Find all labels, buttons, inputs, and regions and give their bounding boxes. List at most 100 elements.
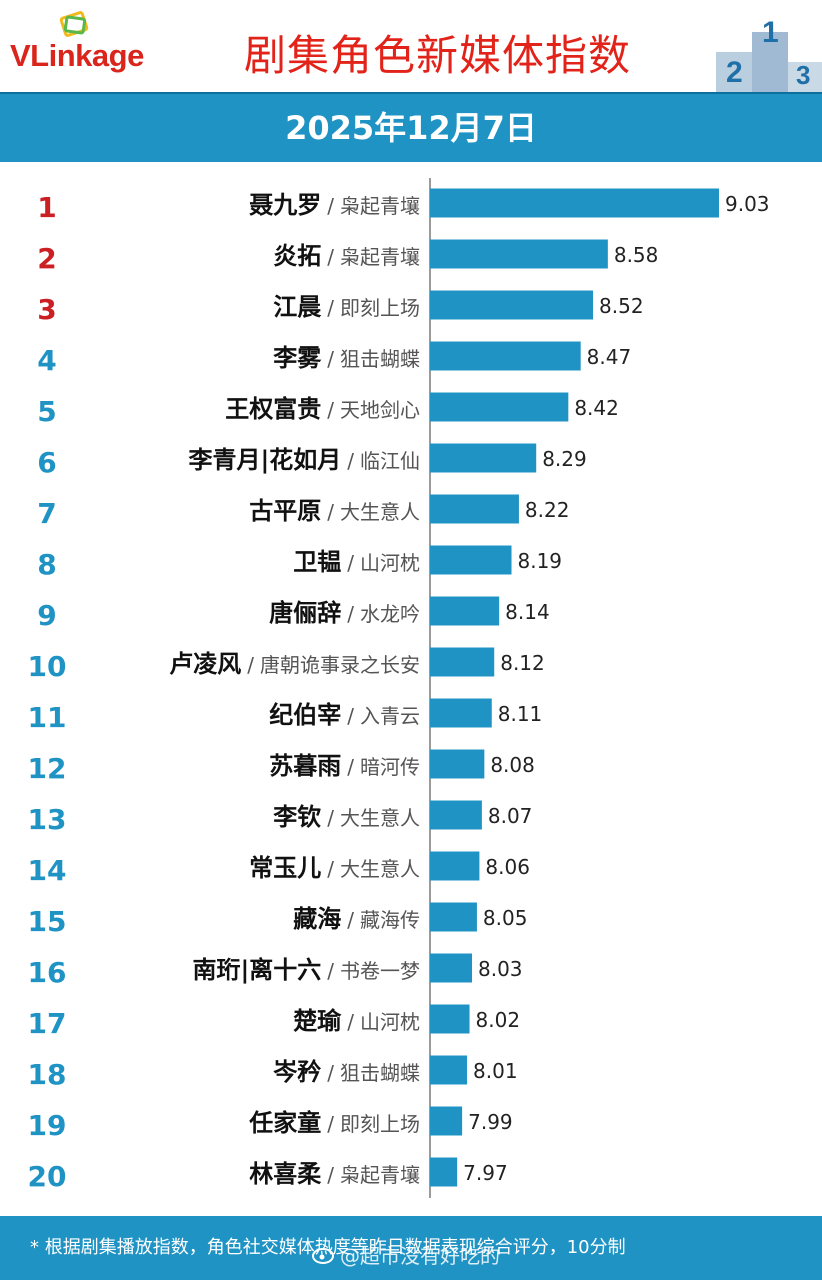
drama-separator: / <box>327 1112 334 1136</box>
footer-note: * 根据剧集播放指数，角色社交媒体热度等昨日数据表现综合评分，10分制 <box>30 1237 626 1258</box>
drama-name: 大生意人 <box>340 500 420 524</box>
value-label: 8.08 <box>490 753 535 777</box>
logo-text: VLinkage <box>10 38 144 73</box>
drama-separator: / <box>327 398 334 422</box>
bar <box>430 596 500 626</box>
character-name: 卫韫 <box>293 548 341 576</box>
vlinkage-logo: VLinkage <box>10 11 144 76</box>
value-label: 8.42 <box>574 396 619 420</box>
rank-label: 5 <box>37 395 56 428</box>
drama-name: 水龙吟 <box>360 602 420 626</box>
category-label: 岑矜 / 狙击蝴蝶 <box>273 1058 420 1086</box>
character-name: 岑矜 <box>273 1058 321 1086</box>
rank-label: 11 <box>28 701 67 734</box>
character-name: 楚瑜 <box>293 1007 342 1035</box>
category-label: 炎拓 / 枭起青壤 <box>273 242 420 270</box>
value-label: 8.07 <box>488 804 533 828</box>
drama-name: 即刻上场 <box>340 1112 420 1136</box>
category-label: 李青月|花如月 / 临江仙 <box>188 446 420 474</box>
drama-name: 入青云 <box>360 704 420 728</box>
category-label: 常玉儿 / 大生意人 <box>249 854 420 882</box>
character-name: 藏海 <box>293 905 341 933</box>
drama-separator: / <box>327 1061 334 1085</box>
value-label: 9.03 <box>725 192 770 216</box>
bar <box>430 749 485 779</box>
value-label: 8.12 <box>500 651 545 675</box>
character-name: 卢凌风 <box>169 650 241 678</box>
rank-label: 17 <box>28 1007 67 1040</box>
drama-name: 天地剑心 <box>340 398 420 422</box>
drama-separator: / <box>347 1010 354 1034</box>
value-label: 8.01 <box>473 1059 518 1083</box>
bar <box>430 239 608 269</box>
bar <box>430 1157 458 1187</box>
character-name: 南珩|离十六 <box>192 956 321 984</box>
drama-name: 书卷一梦 <box>340 959 420 983</box>
bar <box>430 647 495 677</box>
bar <box>430 953 472 983</box>
category-label: 卫韫 / 山河枕 <box>293 548 420 576</box>
rank-label: 12 <box>28 752 67 785</box>
category-label: 林喜柔 / 枭起青壤 <box>249 1160 420 1188</box>
bar <box>430 1055 468 1085</box>
drama-separator: / <box>327 959 334 983</box>
date-label: 2025年12月7日 <box>285 109 537 147</box>
drama-name: 山河枕 <box>360 551 420 575</box>
bar <box>430 1004 470 1034</box>
drama-separator: / <box>347 755 354 779</box>
drama-separator: / <box>327 296 334 320</box>
bar <box>430 902 477 932</box>
drama-separator: / <box>327 194 334 218</box>
rank-label: 10 <box>28 650 67 683</box>
drama-separator: / <box>327 245 334 269</box>
header: VLinkage 剧集角色新媒体指数 2 1 3 <box>0 0 822 92</box>
footer: * 根据剧集播放指数，角色社交媒体热度等昨日数据表现综合评分，10分制 <box>0 1216 822 1280</box>
date-banner: 2025年12月7日 <box>0 92 822 162</box>
character-name: 江晨 <box>273 293 322 321</box>
drama-separator: / <box>327 500 334 524</box>
svg-text:3: 3 <box>796 60 810 90</box>
drama-name: 唐朝诡事录之长安 <box>260 653 420 677</box>
rank-label: 20 <box>28 1160 67 1193</box>
value-label: 7.99 <box>468 1110 513 1134</box>
character-name: 常玉儿 <box>249 854 321 882</box>
character-name: 唐俪辞 <box>269 599 341 627</box>
character-name: 炎拓 <box>273 242 321 270</box>
rank-label: 13 <box>28 803 67 836</box>
drama-separator: / <box>327 806 334 830</box>
category-label: 藏海 / 藏海传 <box>293 905 420 933</box>
character-name: 聂九罗 <box>248 191 321 219</box>
drama-separator: / <box>247 653 254 677</box>
rank-label: 15 <box>28 905 67 938</box>
value-label: 8.52 <box>599 294 644 318</box>
character-name: 纪伯宰 <box>269 701 341 729</box>
weibo-icon <box>312 1248 334 1264</box>
drama-separator: / <box>327 857 334 881</box>
character-name: 林喜柔 <box>249 1160 322 1188</box>
category-label: 苏暮雨 / 暗河传 <box>269 752 420 780</box>
drama-name: 大生意人 <box>340 806 420 830</box>
bar <box>430 188 719 218</box>
value-label: 8.11 <box>498 702 543 726</box>
drama-name: 暗河传 <box>360 755 420 779</box>
category-label: 王权富贵 / 天地剑心 <box>225 395 420 423</box>
bar <box>430 800 482 830</box>
rank-label: 2 <box>37 242 56 275</box>
drama-name: 即刻上场 <box>340 296 420 320</box>
category-label: 楚瑜 / 山河枕 <box>293 1007 420 1035</box>
category-label: 古平原 / 大生意人 <box>249 497 420 525</box>
rank-label: 4 <box>37 344 56 377</box>
character-name: 任家童 <box>248 1109 321 1137</box>
value-label: 8.58 <box>614 243 659 267</box>
bar <box>430 698 492 728</box>
category-label: 卢凌风 / 唐朝诡事录之长安 <box>169 650 420 678</box>
value-label: 8.19 <box>518 549 563 573</box>
drama-name: 藏海传 <box>360 908 420 932</box>
value-label: 8.47 <box>587 345 632 369</box>
drama-name: 临江仙 <box>360 449 420 473</box>
rank-label: 7 <box>37 497 56 530</box>
category-label: 南珩|离十六 / 书卷一梦 <box>192 956 420 984</box>
watermark: @超市没有好吃的 <box>340 1244 500 1268</box>
drama-name: 枭起青壤 <box>340 245 420 269</box>
rank-label: 6 <box>37 446 56 479</box>
